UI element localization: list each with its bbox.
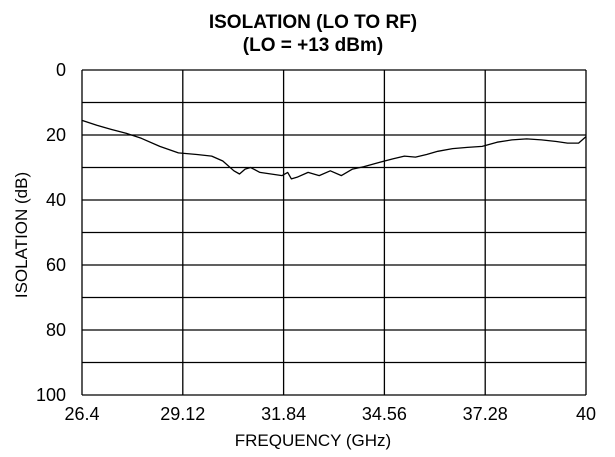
x-axis-label: FREQUENCY (GHz) (235, 431, 391, 450)
y-tick-label: 20 (46, 125, 66, 145)
grid-lines (81, 69, 587, 396)
chart-title: ISOLATION (LO TO RF) (209, 12, 417, 33)
x-tick-label: 40 (576, 404, 596, 424)
y-tick-label: 40 (46, 190, 66, 210)
y-tick-label: 100 (36, 385, 66, 405)
x-tick-label: 37.28 (463, 404, 508, 424)
y-tick-label: 60 (46, 255, 66, 275)
x-tick-label: 31.84 (261, 404, 306, 424)
x-tick-label: 29.12 (160, 404, 205, 424)
series-group (81, 119, 587, 180)
chart-subtitle: (LO = +13 dBm) (243, 35, 383, 56)
y-tick-labels: 0 20 40 60 80 100 (36, 60, 66, 405)
series-line (81, 119, 587, 180)
x-tick-label: 34.56 (362, 404, 407, 424)
y-tick-label: 80 (46, 320, 66, 340)
x-tick-label: 26.4 (64, 404, 99, 424)
y-tick-label: 0 (56, 60, 66, 80)
x-tick-labels: 26.4 29.12 31.84 34.56 37.28 40 (64, 404, 596, 424)
y-axis-label: ISOLATION (dB) (12, 172, 31, 298)
